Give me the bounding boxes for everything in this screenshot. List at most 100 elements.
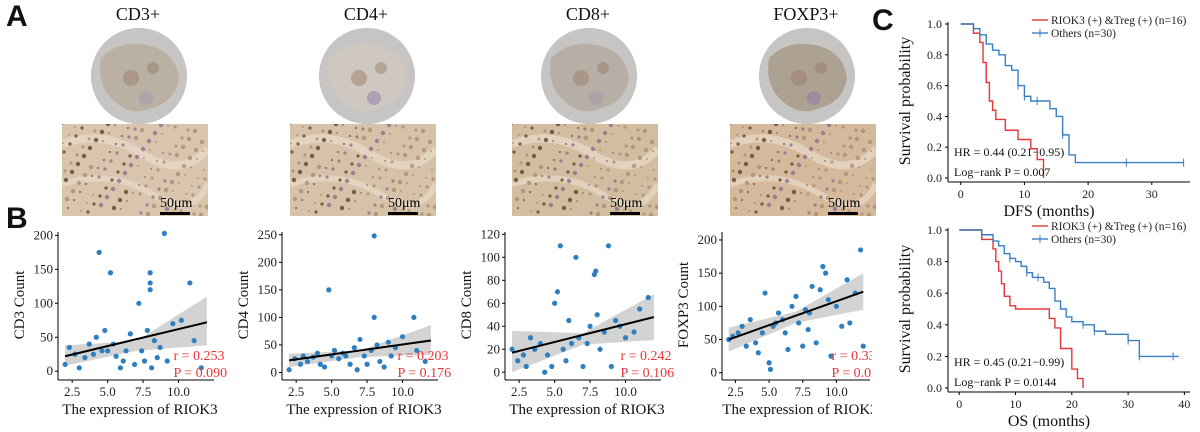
data-point xyxy=(743,343,749,349)
ihc-title: FOXP3+ xyxy=(773,4,839,24)
x-tick-label: 7.5 xyxy=(795,384,811,399)
data-point xyxy=(775,310,782,316)
scale-bar xyxy=(828,212,858,215)
x-tick-label: 2.5 xyxy=(64,384,80,399)
scale-bar xyxy=(160,212,190,215)
x-tick-label: 2.5 xyxy=(511,384,527,399)
stat-annotation: r = 0.335 xyxy=(832,349,872,364)
micrograph-image xyxy=(62,124,208,216)
y-tick-label: 200 xyxy=(258,254,278,269)
data-point xyxy=(120,358,126,364)
legend-label: Others (n=30) xyxy=(1051,234,1116,246)
x-tick-label: 5.0 xyxy=(324,384,340,399)
data-point xyxy=(414,347,420,354)
scale-bar xyxy=(610,212,640,215)
stat-annotation: P = 0.176 xyxy=(397,366,451,381)
tissue-core-image xyxy=(759,28,855,124)
data-point xyxy=(385,339,391,345)
data-point xyxy=(587,323,593,329)
data-point xyxy=(136,300,142,306)
data-point xyxy=(371,314,377,320)
scale-label: 50μm xyxy=(160,196,193,211)
km-curve xyxy=(960,23,1045,178)
data-point xyxy=(805,326,811,333)
stat-annotation: HR = 0.44 (0.21−0.95) xyxy=(954,145,1064,159)
data-point xyxy=(542,369,548,375)
data-point xyxy=(817,287,823,293)
y-tick-label: 100 xyxy=(698,298,718,313)
y-axis-label: CD4 Count xyxy=(236,270,252,340)
panel-letter-a: A xyxy=(6,0,28,33)
data-point xyxy=(828,353,834,359)
scale-label: 50μm xyxy=(388,196,421,211)
data-point xyxy=(844,277,850,283)
data-point xyxy=(331,347,338,354)
y-tick-label: 50 xyxy=(704,332,717,347)
data-point xyxy=(622,335,629,341)
stat-annotation: P = 0.090 xyxy=(173,366,227,381)
micrograph-image xyxy=(290,124,436,216)
data-point xyxy=(793,293,799,299)
scatter-chart-foxp3: 0 50 100 150 200 2.5 5.0 7.5 10.0 The expression … xyxy=(676,232,872,418)
y-tick-label: 0.6 xyxy=(927,286,942,300)
data-point xyxy=(825,297,831,303)
data-point xyxy=(141,358,148,364)
y-tick-label: 0.8 xyxy=(927,48,942,62)
data-point xyxy=(198,365,204,371)
data-point xyxy=(381,364,387,370)
x-tick-label: 7.5 xyxy=(359,384,375,399)
km-curve xyxy=(959,229,1179,358)
stat-annotation: HR = 0.45 (0.21−0.99) xyxy=(954,355,1064,369)
data-point xyxy=(593,268,599,274)
data-point xyxy=(154,355,160,361)
data-point xyxy=(766,360,772,366)
tissue-core-image xyxy=(91,28,187,124)
data-point xyxy=(317,361,323,367)
regression-line xyxy=(728,290,864,341)
x-tick-label: 10.0 xyxy=(614,384,637,399)
data-point xyxy=(361,353,367,359)
data-point xyxy=(557,243,563,249)
scale-bar xyxy=(388,212,418,215)
data-point xyxy=(297,361,304,367)
data-point xyxy=(151,338,158,344)
data-point xyxy=(422,358,428,365)
x-axis-label: The expression of RIOK3 xyxy=(722,402,872,418)
data-point xyxy=(147,287,153,293)
x-tick-label: 2.5 xyxy=(727,384,743,399)
x-tick-label: 10.0 xyxy=(391,384,414,399)
x-tick-label: 7.5 xyxy=(582,384,598,399)
data-point xyxy=(645,294,651,301)
y-tick-label: 150 xyxy=(698,265,718,280)
panel-letter-b: B xyxy=(6,202,28,235)
data-point xyxy=(107,270,114,276)
data-point xyxy=(149,365,155,371)
x-axis-label: The expression of RIOK3 xyxy=(62,402,217,418)
data-point xyxy=(759,330,765,336)
scatter-chart-cd3: 0 50 100 150 200 2.5 5.0 7.5 10.0 The expression … xyxy=(12,228,227,418)
data-point xyxy=(187,280,193,286)
panel-letter-c: C xyxy=(872,4,894,37)
data-point xyxy=(509,346,515,352)
y-axis-label: Survival probability xyxy=(897,37,914,165)
x-tick-label: 5.0 xyxy=(100,384,116,399)
data-point xyxy=(789,303,795,309)
stat-annotation: Log−rank P = 0.007 xyxy=(954,165,1050,179)
data-point xyxy=(377,358,383,365)
x-tick-label: 5.0 xyxy=(761,384,777,399)
km-chart-km-dfs: 0.0 0.2 0.4 0.6 0.8 1.0 0 10 20 30 DFS (months) Sur… xyxy=(897,15,1190,220)
data-point xyxy=(304,358,311,365)
data-point xyxy=(785,346,791,353)
y-tick-label: 1.0 xyxy=(927,223,942,237)
data-point xyxy=(523,363,529,370)
legend-label: Others (n=30) xyxy=(1051,28,1116,40)
regression-line xyxy=(511,316,655,354)
y-tick-label: 0 xyxy=(47,363,54,378)
regression-line xyxy=(64,321,208,358)
data-point xyxy=(364,361,370,367)
data-point xyxy=(569,340,575,347)
y-axis-label: FOXP3 Count xyxy=(676,261,692,348)
y-tick-label: 1.0 xyxy=(927,17,942,31)
x-tick-label: 0 xyxy=(956,397,962,411)
data-point xyxy=(314,350,321,356)
